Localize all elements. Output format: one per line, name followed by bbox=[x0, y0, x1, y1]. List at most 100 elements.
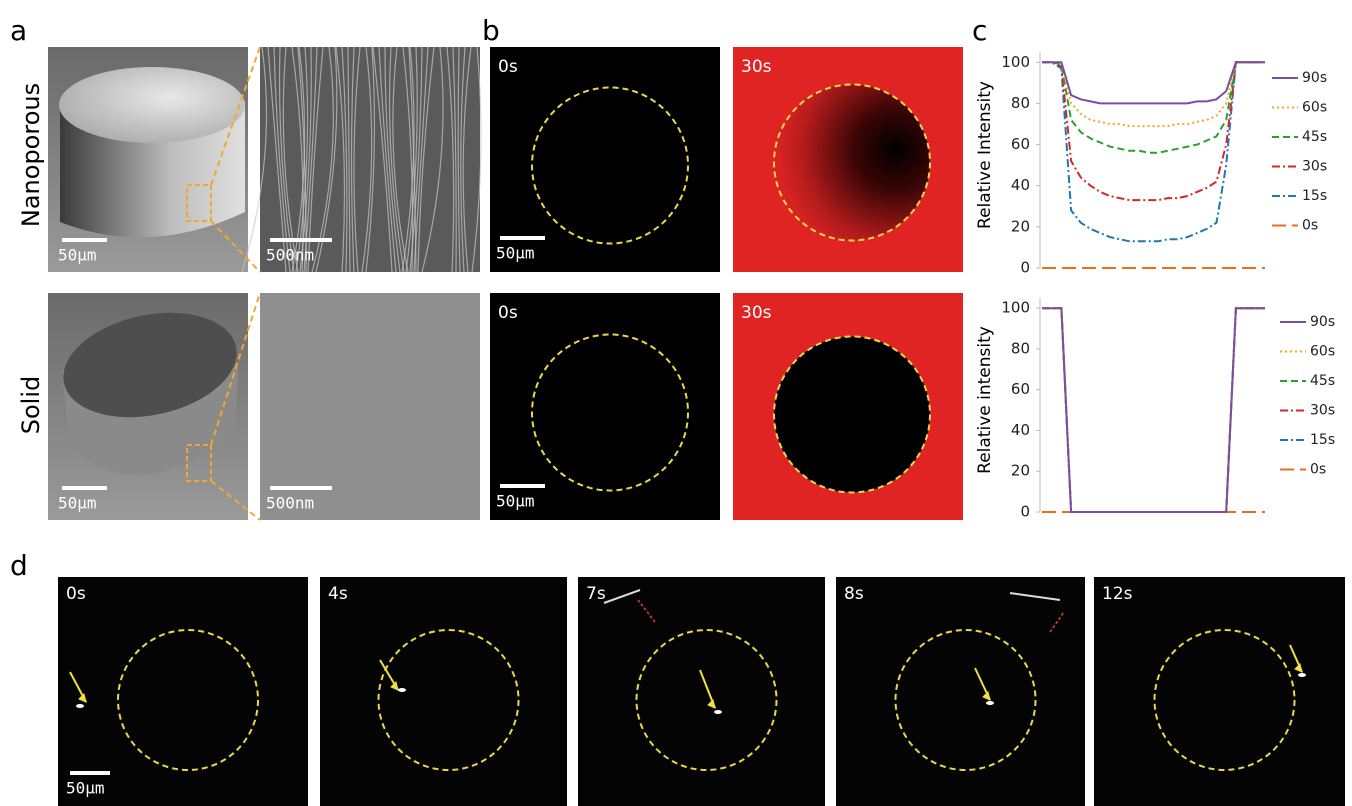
y-tick-label: 0 bbox=[1020, 259, 1030, 277]
nanofiber bbox=[241, 46, 268, 273]
y-tick-label: 20 bbox=[1011, 462, 1030, 480]
panel-label: a bbox=[10, 14, 27, 47]
time-label: 0s bbox=[66, 584, 86, 604]
pillar-outline bbox=[773, 83, 931, 242]
legend-label: 15s bbox=[1302, 188, 1327, 204]
panel-label: b bbox=[482, 14, 500, 47]
nanofiber bbox=[365, 46, 376, 273]
fiber bbox=[1009, 592, 1061, 601]
nanofiber bbox=[350, 46, 355, 273]
nanofiber bbox=[315, 46, 338, 273]
y-tick-label: 80 bbox=[1011, 94, 1030, 112]
nanofiber bbox=[446, 46, 455, 273]
pillar-outline bbox=[531, 333, 689, 492]
zoom-box bbox=[186, 444, 212, 482]
legend-label: 60s bbox=[1302, 100, 1327, 116]
nanofiber bbox=[378, 46, 397, 273]
sem-zoom bbox=[260, 293, 480, 520]
time-label: 30s bbox=[741, 57, 772, 77]
nanofiber bbox=[452, 46, 457, 273]
legend-label: 90s bbox=[1310, 314, 1335, 330]
time-label: 0s bbox=[498, 303, 518, 323]
y-axis-label: Relative Intensity bbox=[975, 81, 995, 229]
scale-label: 50μm bbox=[58, 246, 97, 265]
nanofiber bbox=[421, 46, 444, 273]
time-lapse-frame bbox=[58, 577, 308, 806]
red-arrow bbox=[1049, 611, 1065, 633]
pillar-outline bbox=[1153, 629, 1296, 771]
time-lapse-frame bbox=[578, 577, 825, 806]
pillar-interior bbox=[774, 336, 930, 493]
legend-label: 45s bbox=[1302, 129, 1327, 145]
nanofiber bbox=[361, 46, 373, 273]
zoom-link bbox=[210, 292, 261, 446]
zoom-link bbox=[210, 480, 261, 521]
nanofiber bbox=[384, 46, 401, 273]
arrow-head bbox=[982, 691, 991, 701]
y-tick-label: 80 bbox=[1011, 339, 1030, 357]
nanofiber bbox=[311, 46, 334, 273]
nanofiber bbox=[417, 46, 435, 273]
time-label: 12s bbox=[1102, 584, 1133, 604]
series-line bbox=[1042, 307, 1265, 513]
nanofiber bbox=[295, 46, 309, 273]
particle bbox=[986, 701, 994, 705]
nanofiber bbox=[273, 46, 291, 273]
series-line bbox=[1042, 61, 1265, 105]
zoom-link bbox=[210, 220, 261, 273]
panel-label: c bbox=[972, 14, 987, 47]
pillar-top bbox=[63, 312, 237, 418]
legend-label: 90s bbox=[1302, 70, 1327, 86]
time-lapse-frame bbox=[320, 577, 567, 806]
nanofiber bbox=[402, 46, 414, 273]
y-tick-label: 100 bbox=[1001, 299, 1030, 317]
nanofiber bbox=[457, 46, 461, 273]
particle bbox=[714, 710, 722, 714]
nanofiber bbox=[297, 46, 307, 273]
time-label: 7s bbox=[586, 584, 606, 604]
legend-label: 30s bbox=[1310, 403, 1335, 419]
y-tick-label: 60 bbox=[1011, 135, 1030, 153]
legend-label: 60s bbox=[1310, 344, 1335, 360]
legend-label: 30s bbox=[1302, 159, 1327, 175]
series-line bbox=[1042, 61, 1265, 154]
row-label: Solid bbox=[17, 376, 45, 435]
y-tick-label: 20 bbox=[1011, 217, 1030, 235]
y-axis-label: Relative intensity bbox=[975, 326, 995, 474]
nanofiber bbox=[408, 46, 417, 273]
nanofiber bbox=[307, 46, 324, 273]
arrow-head bbox=[1294, 663, 1303, 673]
particle bbox=[398, 688, 406, 692]
nanofiber bbox=[341, 46, 348, 273]
nanofiber bbox=[347, 46, 351, 273]
arrow-head bbox=[390, 681, 399, 691]
pillar-outline bbox=[894, 629, 1037, 771]
legend-label: 0s bbox=[1302, 218, 1318, 234]
legend-label: 15s bbox=[1310, 432, 1335, 448]
pillar-outline bbox=[377, 629, 520, 771]
scale-label: 50μm bbox=[66, 779, 105, 798]
pillar-outline bbox=[531, 86, 689, 245]
y-tick-label: 40 bbox=[1011, 421, 1030, 439]
panel-label: d bbox=[10, 549, 28, 582]
y-tick-label: 40 bbox=[1011, 176, 1030, 194]
time-label: 0s bbox=[498, 57, 518, 77]
scale-label: 50μm bbox=[496, 492, 535, 511]
nanofiber bbox=[460, 46, 466, 273]
nanofiber bbox=[372, 46, 393, 273]
time-label: 8s bbox=[844, 584, 864, 604]
time-lapse-frame bbox=[836, 577, 1085, 806]
time-label: 30s bbox=[741, 303, 772, 323]
row-label: Nanoporous bbox=[17, 83, 45, 227]
legend-label: 0s bbox=[1310, 462, 1326, 478]
scale-label: 500nm bbox=[266, 246, 314, 265]
time-label: 4s bbox=[328, 584, 348, 604]
pillar-outline bbox=[117, 629, 259, 771]
particle bbox=[1298, 673, 1306, 677]
particle bbox=[76, 704, 84, 708]
nanofiber bbox=[388, 46, 405, 273]
scale-label: 500nm bbox=[266, 494, 314, 513]
time-lapse-frame bbox=[1094, 577, 1345, 806]
y-tick-label: 100 bbox=[1001, 53, 1030, 71]
